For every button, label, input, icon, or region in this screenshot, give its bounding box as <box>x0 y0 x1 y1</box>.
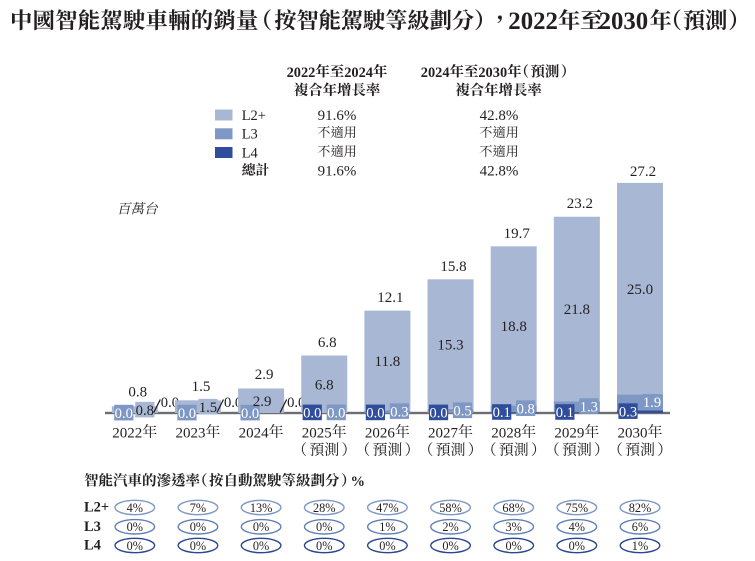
svg-text:15.3: 15.3 <box>437 337 463 353</box>
svg-text:0.8: 0.8 <box>128 385 147 401</box>
svg-text:68%: 68% <box>502 501 525 515</box>
svg-text:1.5: 1.5 <box>199 400 217 416</box>
svg-text:0.0: 0.0 <box>241 406 259 422</box>
svg-text:0%: 0% <box>505 539 521 553</box>
svg-text:L4: L4 <box>84 538 101 554</box>
svg-text:12.1: 12.1 <box>377 290 403 306</box>
svg-text:42.8%: 42.8% <box>480 108 519 124</box>
svg-text:2022: 2022 <box>287 65 316 81</box>
svg-text:%: % <box>350 474 365 490</box>
svg-text:0%: 0% <box>127 539 143 553</box>
svg-text:0.3: 0.3 <box>619 404 637 420</box>
svg-text:28%: 28% <box>313 501 336 515</box>
svg-text:0%: 0% <box>569 539 585 553</box>
svg-text:0.8: 0.8 <box>517 401 535 417</box>
svg-text:1%: 1% <box>632 539 648 553</box>
svg-text:0.0: 0.0 <box>429 406 447 422</box>
svg-text:2.9: 2.9 <box>253 394 272 410</box>
svg-text:18.8: 18.8 <box>501 319 527 335</box>
svg-text:2%: 2% <box>442 520 458 534</box>
svg-text:0.0: 0.0 <box>178 406 196 422</box>
svg-text:1.3: 1.3 <box>580 399 598 415</box>
svg-text:0%: 0% <box>190 520 206 534</box>
svg-text:1.5: 1.5 <box>192 379 211 395</box>
svg-text:47%: 47% <box>376 501 399 515</box>
svg-text:2022: 2022 <box>508 8 558 35</box>
svg-text:42.8%: 42.8% <box>480 163 519 179</box>
svg-text:0%: 0% <box>253 520 269 534</box>
svg-text:2022: 2022 <box>112 426 142 442</box>
svg-text:2024: 2024 <box>239 426 270 442</box>
svg-text:0.0: 0.0 <box>327 406 345 422</box>
svg-text:1.9: 1.9 <box>643 395 661 411</box>
svg-text:0.0: 0.0 <box>366 406 384 422</box>
svg-text:0.0: 0.0 <box>224 395 242 411</box>
svg-text:4%: 4% <box>127 501 143 515</box>
svg-text:13%: 13% <box>250 501 273 515</box>
svg-text:L4: L4 <box>242 145 259 161</box>
svg-text:58%: 58% <box>439 501 462 515</box>
svg-text:19.7: 19.7 <box>504 226 531 242</box>
svg-text:4%: 4% <box>569 520 585 534</box>
svg-text:0%: 0% <box>379 539 395 553</box>
svg-text:7%: 7% <box>190 501 206 515</box>
svg-text:0.3: 0.3 <box>390 404 408 420</box>
svg-text:2026: 2026 <box>365 426 396 442</box>
svg-text:0%: 0% <box>190 539 206 553</box>
svg-text:0.0: 0.0 <box>287 395 305 411</box>
svg-text:2027: 2027 <box>428 426 459 442</box>
svg-text:2028: 2028 <box>491 426 521 442</box>
svg-text:0.0: 0.0 <box>303 406 321 422</box>
svg-text:6%: 6% <box>632 520 648 534</box>
svg-text:0.1: 0.1 <box>556 405 574 421</box>
svg-text:0.1: 0.1 <box>493 405 511 421</box>
svg-text:0%: 0% <box>316 520 332 534</box>
svg-text:23.2: 23.2 <box>567 196 593 212</box>
svg-text:2025: 2025 <box>302 426 332 442</box>
svg-text:L3: L3 <box>242 127 258 143</box>
svg-text:6.8: 6.8 <box>315 377 334 393</box>
svg-text:L3: L3 <box>84 519 101 535</box>
svg-text:0%: 0% <box>442 539 458 553</box>
svg-text:15.8: 15.8 <box>440 259 466 275</box>
svg-text:25.0: 25.0 <box>627 282 653 298</box>
svg-text:21.8: 21.8 <box>564 302 590 318</box>
svg-text:0%: 0% <box>316 539 332 553</box>
svg-text:0.5: 0.5 <box>453 403 471 419</box>
svg-text:75%: 75% <box>566 501 589 515</box>
svg-text:2024: 2024 <box>344 65 373 81</box>
svg-text:27.2: 27.2 <box>630 164 656 180</box>
svg-text:11.8: 11.8 <box>375 354 401 370</box>
svg-text:L2+: L2+ <box>242 108 266 124</box>
svg-text:2030: 2030 <box>599 8 649 35</box>
svg-text:2023: 2023 <box>175 426 205 442</box>
svg-text:3%: 3% <box>505 520 521 534</box>
svg-text:2030: 2030 <box>478 65 507 81</box>
svg-text:0.0: 0.0 <box>115 406 133 422</box>
svg-text:91.6%: 91.6% <box>318 163 357 179</box>
svg-text:82%: 82% <box>629 501 652 515</box>
svg-text:2.9: 2.9 <box>255 367 274 383</box>
svg-text:0.0: 0.0 <box>161 395 179 411</box>
svg-text:L2+: L2+ <box>84 500 109 516</box>
svg-text:91.6%: 91.6% <box>318 108 357 124</box>
svg-text:1%: 1% <box>379 520 395 534</box>
svg-text:0%: 0% <box>127 520 143 534</box>
svg-text:2029: 2029 <box>554 426 584 442</box>
svg-text:0%: 0% <box>253 539 269 553</box>
svg-text:2024: 2024 <box>421 65 450 81</box>
svg-text:6.8: 6.8 <box>318 335 337 351</box>
svg-text:0.8: 0.8 <box>136 403 154 419</box>
svg-text:2030: 2030 <box>618 426 648 442</box>
